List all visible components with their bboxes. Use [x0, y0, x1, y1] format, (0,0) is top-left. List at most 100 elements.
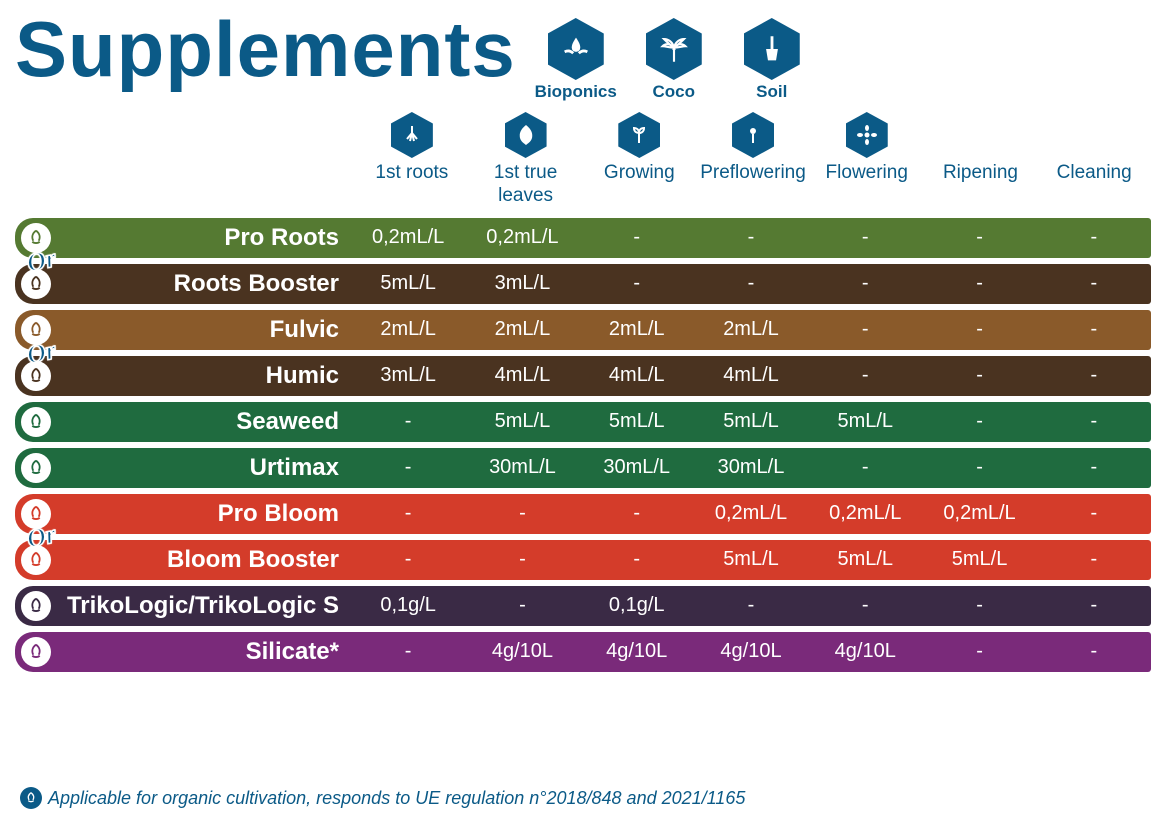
media-label: Soil [756, 82, 787, 102]
dose-cell: - [1037, 410, 1151, 433]
dose-cell: - [922, 318, 1036, 341]
organic-badge-icon [21, 591, 51, 621]
dose-cell: - [351, 410, 465, 433]
dose-cell: - [808, 456, 922, 479]
dose-cell: 4mL/L [694, 364, 808, 387]
dose-cell: 30mL/L [694, 456, 808, 479]
product-name: Pro Bloom [51, 500, 351, 528]
dose-cell: 5mL/L [694, 410, 808, 433]
dose-cell: - [1037, 548, 1151, 571]
organic-badge-icon [21, 407, 51, 437]
dose-cell: 0,2mL/L [922, 502, 1036, 525]
dose-cell: 4g/10L [465, 640, 579, 663]
dose-cell: 30mL/L [465, 456, 579, 479]
stage-label: 1st trueleaves [469, 162, 583, 208]
stage-header-row: 1st roots1st trueleavesGrowingPrefloweri… [355, 112, 1151, 208]
stage-label: Cleaning [1037, 162, 1151, 185]
dose-cell: 0,2mL/L [351, 226, 465, 249]
organic-badge-icon [20, 787, 42, 809]
table-row: Pro Roots0,2mL/L0,2mL/L-----Or [15, 218, 1151, 258]
product-name: Urtimax [51, 454, 351, 482]
stage-col-2: Growing [582, 112, 696, 208]
dose-cell: - [580, 548, 694, 571]
dose-cell: - [465, 502, 579, 525]
dose-cell: 0,1g/L [351, 594, 465, 617]
dose-cell: 0,1g/L [580, 594, 694, 617]
dose-cell: - [922, 594, 1036, 617]
media-icons: BioponicsCocoSoil [536, 18, 812, 102]
dose-cell: 2mL/L [580, 318, 694, 341]
dose-cell: 2mL/L [694, 318, 808, 341]
dose-cell: - [1037, 318, 1151, 341]
dose-cell: - [465, 548, 579, 571]
stage-col-0: 1st roots [355, 112, 469, 208]
dose-cell: - [808, 364, 922, 387]
dose-cell: - [808, 272, 922, 295]
dose-cell: - [465, 594, 579, 617]
shovel-icon [744, 18, 800, 80]
product-name: TrikoLogic/TrikoLogic S [51, 592, 351, 620]
table-row: Fulvic2mL/L2mL/L2mL/L2mL/L---Or [15, 310, 1151, 350]
or-badge: Or [24, 243, 59, 278]
dose-cell: 5mL/L [808, 548, 922, 571]
hands-drop-icon [548, 18, 604, 80]
sprout-icon [618, 112, 660, 158]
flower-icon [846, 112, 888, 158]
stage-col-1: 1st trueleaves [469, 112, 583, 208]
or-badge: Or [24, 335, 59, 370]
stage-label: Preflowering [696, 162, 810, 185]
table-row: Silicate*-4g/10L4g/10L4g/10L4g/10L-- [15, 632, 1151, 672]
product-name: Roots Booster [51, 270, 351, 298]
media-label: Coco [653, 82, 696, 102]
footnote-text: Applicable for organic cultivation, resp… [48, 788, 745, 809]
table-row: Bloom Booster---5mL/L5mL/L5mL/L- [15, 540, 1151, 580]
dose-cell: - [922, 272, 1036, 295]
dose-cell: 4mL/L [580, 364, 694, 387]
dose-cell: 5mL/L [922, 548, 1036, 571]
dose-cell: - [922, 226, 1036, 249]
dose-cell: - [351, 456, 465, 479]
dose-cell: 5mL/L [351, 272, 465, 295]
dose-cell: 0,2mL/L [694, 502, 808, 525]
dose-cell: - [808, 318, 922, 341]
dose-cell: 4g/10L [808, 640, 922, 663]
dose-cell: - [1037, 502, 1151, 525]
dose-cell: 3mL/L [351, 364, 465, 387]
dose-cell: - [694, 272, 808, 295]
stage-label: Ripening [924, 162, 1038, 185]
dose-cell: 2mL/L [465, 318, 579, 341]
table-row: Pro Bloom---0,2mL/L0,2mL/L0,2mL/L-Or [15, 494, 1151, 534]
dose-cell: 4g/10L [694, 640, 808, 663]
dose-cell: 0,2mL/L [808, 502, 922, 525]
organic-badge-icon [21, 453, 51, 483]
dose-cell: - [922, 410, 1036, 433]
dose-cell: - [922, 640, 1036, 663]
leaf-icon [505, 112, 547, 158]
dose-cell: 5mL/L [808, 410, 922, 433]
dose-cell: 4mL/L [465, 364, 579, 387]
dose-cell: 5mL/L [694, 548, 808, 571]
dose-cell: - [808, 226, 922, 249]
stage-label: Growing [582, 162, 696, 185]
dose-cell: - [1037, 226, 1151, 249]
product-name: Humic [51, 362, 351, 390]
stage-col-4: Flowering [810, 112, 924, 208]
product-name: Fulvic [51, 316, 351, 344]
dose-cell: - [1037, 364, 1151, 387]
table-row: Humic3mL/L4mL/L4mL/L4mL/L--- [15, 356, 1151, 396]
stage-col-5: Ripening [924, 112, 1038, 208]
dose-cell: - [1037, 594, 1151, 617]
table-row: Roots Booster5mL/L3mL/L----- [15, 264, 1151, 304]
product-name: Silicate* [51, 638, 351, 666]
dose-cell: - [922, 456, 1036, 479]
media-item-soil: Soil [732, 18, 812, 102]
dose-cell: 30mL/L [580, 456, 694, 479]
dose-cell: 5mL/L [465, 410, 579, 433]
dose-cell: 5mL/L [580, 410, 694, 433]
dose-cell: - [1037, 272, 1151, 295]
footnote: Applicable for organic cultivation, resp… [20, 787, 745, 809]
stage-label: Flowering [810, 162, 924, 185]
product-name: Pro Roots [51, 224, 351, 252]
roots-icon [391, 112, 433, 158]
product-name: Bloom Booster [51, 546, 351, 574]
